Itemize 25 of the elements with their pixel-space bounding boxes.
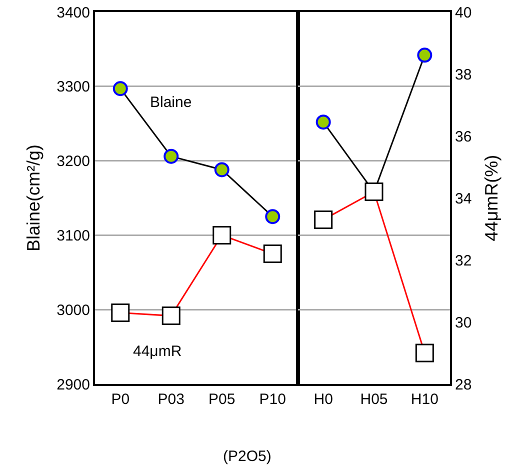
y2-tick-label: 28 xyxy=(454,376,472,394)
y2-tick-label: 40 xyxy=(454,4,472,22)
y-tick-label: 3000 xyxy=(56,302,90,319)
y2-tick-label: 32 xyxy=(454,252,472,270)
y-tick-label: 3400 xyxy=(56,4,90,22)
y2-tick-label: 30 xyxy=(454,314,472,332)
y2-tick-label: 34 xyxy=(454,190,472,208)
y2-tick-label: 36 xyxy=(454,128,472,146)
x-tick-label: P03 xyxy=(158,391,184,408)
x-tick-label: H05 xyxy=(360,391,388,408)
series-label: 44μmR xyxy=(133,343,182,360)
x-tick-label: P05 xyxy=(208,391,236,408)
series-label: Blaine xyxy=(150,94,192,111)
y2-tick-label: 38 xyxy=(454,66,472,84)
x-tick-label: P10 xyxy=(259,391,286,408)
x-tick-label: H0 xyxy=(314,391,333,408)
y-tick-label: 3200 xyxy=(56,153,90,170)
y-tick-label: 3300 xyxy=(56,78,90,96)
x-tick-label: P0 xyxy=(111,391,130,408)
y-tick-label: 2900 xyxy=(56,376,90,394)
y-tick-label: 3100 xyxy=(56,227,90,244)
x-axis-title: (P2O5) xyxy=(223,448,272,465)
y2-axis-title: 44μmR(%) xyxy=(481,154,502,242)
y-axis-title: Blaine(cm²/g) xyxy=(23,144,44,252)
x-tick-label: H10 xyxy=(410,391,438,408)
